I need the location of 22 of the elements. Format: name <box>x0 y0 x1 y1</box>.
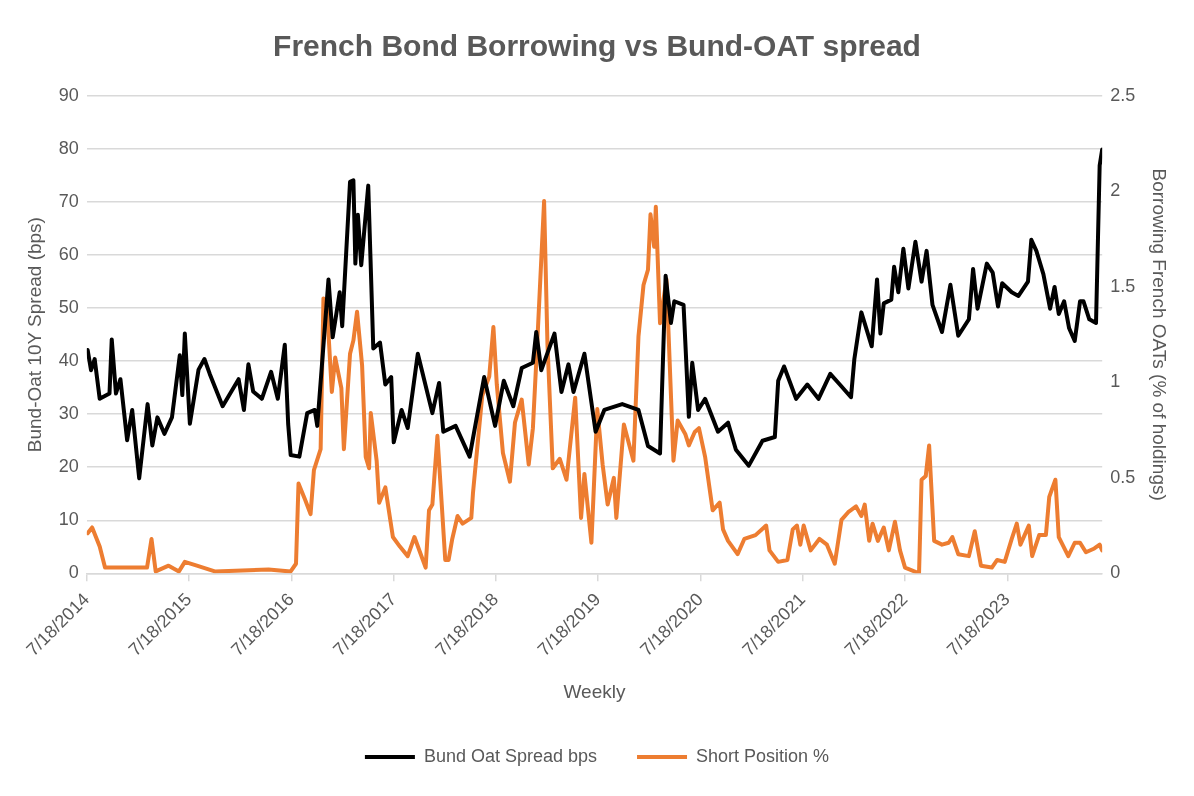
y-axis-title: Bund-Oat 10Y Spread (bps) <box>23 217 45 453</box>
y-tick-label: 40 <box>58 350 79 371</box>
y2-axis-title: Borrowing French OATs (% of holdings) <box>1149 168 1171 501</box>
y-tick-label: 10 <box>58 509 79 530</box>
y-tick-label: 90 <box>58 84 79 105</box>
y2-tick-label: 0 <box>1110 562 1121 583</box>
legend-label: Short Position % <box>696 745 830 766</box>
y2-tick-label: 2 <box>1110 180 1121 201</box>
y2-tick-label: 2.5 <box>1110 84 1136 105</box>
y2-tick-label: 0.5 <box>1110 466 1136 487</box>
y-tick-label: 0 <box>68 562 79 583</box>
y-tick-label: 50 <box>58 297 79 318</box>
y-tick-label: 80 <box>58 138 79 158</box>
y-tick-label: 20 <box>58 456 79 477</box>
y-tick-label: 30 <box>58 403 79 424</box>
legend-label: Bund Oat Spread bps <box>423 745 598 766</box>
y-tick-label: 60 <box>58 244 79 265</box>
y-tick-label: 70 <box>58 191 79 212</box>
y2-tick-label: 1.5 <box>1110 275 1136 296</box>
x-axis-title: Weekly <box>563 680 626 702</box>
y2-tick-label: 1 <box>1110 371 1121 392</box>
chart-title: French Bond Borrowing vs Bund-OAT spread <box>273 29 921 63</box>
